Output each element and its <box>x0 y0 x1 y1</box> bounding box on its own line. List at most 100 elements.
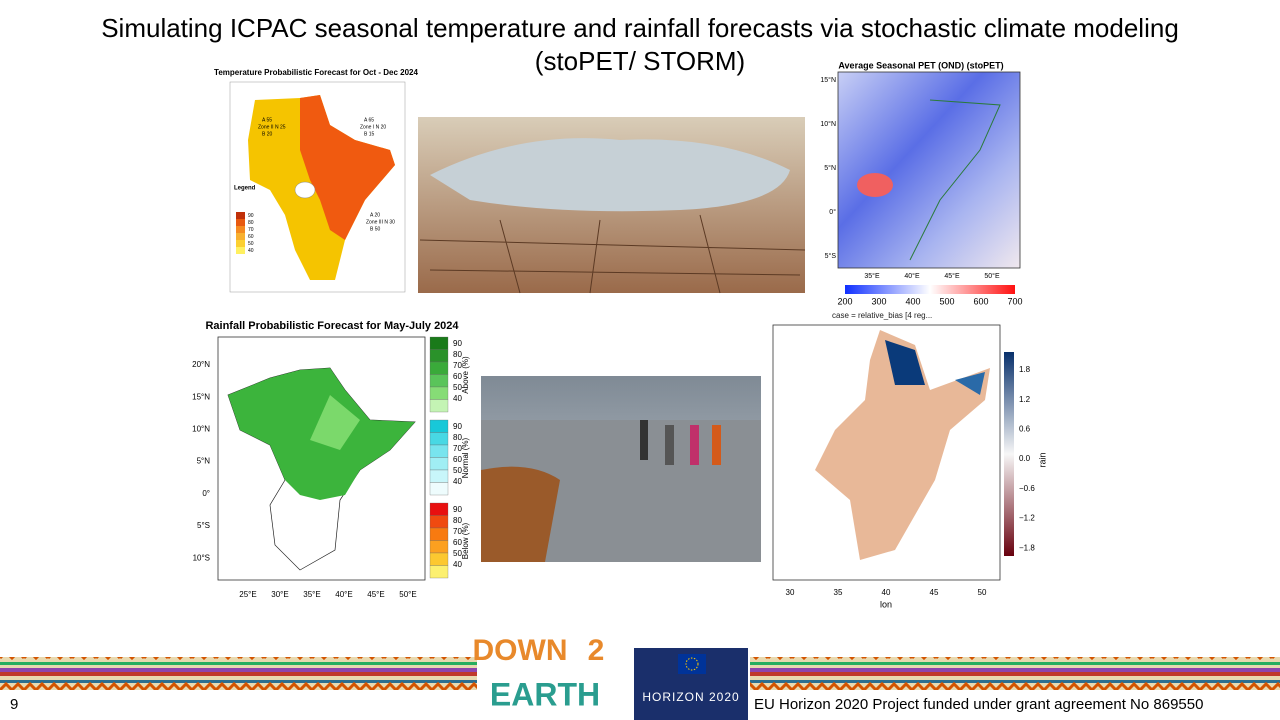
x-tick-label: 45 <box>930 588 939 597</box>
legend-label: 90 <box>453 422 462 431</box>
map-shape <box>955 372 985 395</box>
horizon-logo: HORIZON 2020 <box>634 648 748 720</box>
legend-label: 60 <box>248 234 254 240</box>
legend-swatch <box>236 219 245 226</box>
lat-label: 10°N <box>192 425 210 434</box>
lon-label: 50°E <box>399 590 416 599</box>
legend-label: 60 <box>453 372 462 381</box>
lon-label: 35°E <box>303 590 320 599</box>
colorbar-tick-label: 0.6 <box>1019 425 1031 434</box>
zone-label: B 20 <box>262 131 273 137</box>
legend-swatch <box>429 399 449 413</box>
legend-label: 50 <box>453 466 462 475</box>
slide-title: Simulating ICPAC seasonal temperature an… <box>101 13 1179 43</box>
legend-swatch <box>429 469 449 483</box>
map-shape <box>857 173 893 197</box>
legend-swatch <box>236 247 245 254</box>
map-shape <box>294 181 316 199</box>
map-frame <box>837 71 1021 269</box>
zone-label: B 50 <box>370 226 381 232</box>
legend-swatch <box>429 565 449 579</box>
person <box>712 425 721 465</box>
zone-label: A 55 <box>262 117 272 123</box>
colorbar-tick-label: 1.8 <box>1019 365 1031 374</box>
legend-swatch <box>236 226 245 233</box>
photo-flood <box>481 376 761 562</box>
lon-label: 40°E <box>904 272 920 280</box>
legend-label: 60 <box>453 538 462 547</box>
lat-label: 0° <box>829 208 836 216</box>
legend-label: 80 <box>453 516 462 525</box>
lat-label: 15°N <box>192 392 210 401</box>
legend-label: 60 <box>453 455 462 464</box>
logo-bg <box>480 630 612 720</box>
map-title: case = relative_bias [4 reg... <box>832 311 932 320</box>
lon-label: 45°E <box>367 590 384 599</box>
legend-label: 70 <box>453 361 462 370</box>
legend-swatch <box>429 349 449 363</box>
legend-swatch <box>429 457 449 471</box>
map-title: Temperature Probabilistic Forecast for O… <box>214 68 418 77</box>
legend-label: 50 <box>453 549 462 558</box>
legend-swatch <box>429 374 449 388</box>
lat-label: 20°N <box>192 360 210 369</box>
lon-label: 35°E <box>864 272 880 280</box>
x-tick-label: 40 <box>882 588 891 597</box>
footer-text: EU Horizon 2020 Project funded under gra… <box>754 696 1203 713</box>
logo-text: 2 <box>588 634 605 667</box>
legend-swatch <box>429 419 449 433</box>
map-shape <box>815 330 990 560</box>
colorbar-tick-label: −1.2 <box>1019 514 1035 523</box>
legend-swatch <box>429 386 449 400</box>
legend-swatch <box>429 444 449 458</box>
legend-label: 70 <box>453 527 462 536</box>
legend-label: 90 <box>453 339 462 348</box>
person <box>640 420 648 460</box>
legend-label: 90 <box>248 213 254 219</box>
legend-label: 80 <box>248 220 254 226</box>
legend-label: 50 <box>248 241 254 247</box>
lat-label: 5°S <box>825 252 837 260</box>
lat-label: 10°S <box>193 553 210 562</box>
colorbar-tick-label: −1.8 <box>1019 543 1035 552</box>
lat-label: 15°N <box>820 76 836 84</box>
colorbar-tick-label: 200 <box>837 296 852 306</box>
bias-map: case = relative_bias [4 reg... 1.8 1.2 0.6… <box>772 311 1047 609</box>
legend-swatch <box>429 527 449 541</box>
zone-label: A 65 <box>364 117 374 123</box>
legend-swatch <box>429 552 449 566</box>
lon-label: 45°E <box>944 272 960 280</box>
legend-swatch <box>429 540 449 554</box>
colorbar <box>845 285 1015 294</box>
logo-text: DOWN <box>473 634 568 667</box>
colorbar-tick-label: 300 <box>871 296 886 306</box>
lat-label: 5°N <box>197 457 211 466</box>
legend-swatch <box>429 482 449 496</box>
colorbar <box>1004 352 1014 556</box>
rainfall-map: Rainfall Probabilistic Forecast for May-… <box>190 318 470 599</box>
colorbar-tick-label: 0.0 <box>1019 454 1031 463</box>
colorbar-tick-label: 1.2 <box>1019 395 1031 404</box>
legend-label: 40 <box>453 477 462 486</box>
colorbar-tick-label: −0.6 <box>1019 484 1035 493</box>
person <box>665 425 674 465</box>
footer-band <box>750 657 1280 690</box>
axis-label: lon <box>880 599 892 609</box>
colorbar-tick-label: 700 <box>1007 296 1022 306</box>
legend-swatch <box>236 212 245 219</box>
legend-swatch <box>236 233 245 240</box>
legend-swatch <box>429 515 449 529</box>
zone-label: B 15 <box>364 131 375 137</box>
colorbar-tick-label: 500 <box>939 296 954 306</box>
map-title: Rainfall Probabilistic Forecast for May-… <box>205 320 459 332</box>
lat-label: 5°S <box>197 521 210 530</box>
x-tick-label: 35 <box>834 588 843 597</box>
down2earth-logo: DOWN 2 EARTH <box>473 630 612 720</box>
legend-label: 70 <box>453 444 462 453</box>
map-title: Average Seasonal PET (OND) (stoPET) <box>838 60 1003 70</box>
legend-label: 90 <box>453 505 462 514</box>
logo-text: EARTH <box>490 676 600 712</box>
legend-group-label: Normal (%) <box>461 437 470 478</box>
